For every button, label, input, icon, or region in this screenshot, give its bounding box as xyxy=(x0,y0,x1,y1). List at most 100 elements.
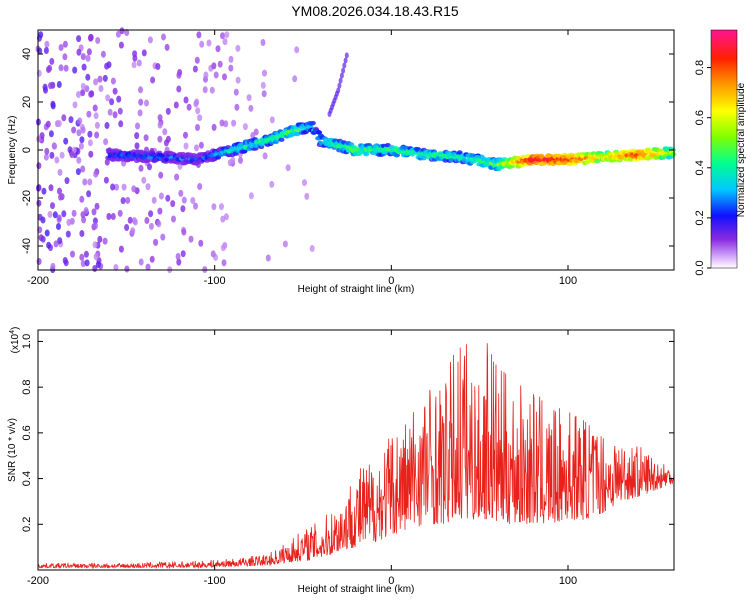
noise-blob xyxy=(131,185,137,193)
noise-blob xyxy=(174,173,180,181)
ridge-blob xyxy=(308,121,315,126)
noise-blob xyxy=(93,253,99,261)
snr-multiplier: (x104) xyxy=(9,327,21,354)
noise-blob xyxy=(217,60,223,68)
noise-blob xyxy=(92,241,98,249)
noise-blob xyxy=(222,73,227,81)
snr-series-line xyxy=(37,343,675,570)
noise-blob xyxy=(47,210,53,218)
noise-blob xyxy=(62,40,68,48)
noise-blob xyxy=(56,81,62,88)
noise-blob xyxy=(58,64,64,72)
noise-blob xyxy=(84,259,90,267)
spectrogram-y-label: Frequency (Hz) xyxy=(7,116,18,185)
noise-blob xyxy=(183,96,189,104)
noise-blob xyxy=(100,50,106,58)
noise-blob xyxy=(131,217,137,224)
noise-blob xyxy=(98,85,104,92)
noise-blob xyxy=(48,184,54,192)
noise-blob xyxy=(246,94,252,102)
noise-blob xyxy=(141,49,147,57)
noise-blob xyxy=(220,32,225,40)
noise-blob xyxy=(180,250,186,258)
noise-blob xyxy=(162,128,168,136)
secondary-blob xyxy=(344,52,349,59)
noise-blob xyxy=(80,89,86,97)
noise-blob xyxy=(149,255,155,263)
noise-blob xyxy=(95,37,101,44)
x-tick-label: -100 xyxy=(204,575,226,587)
noise-blob xyxy=(53,240,59,248)
noise-blob xyxy=(58,193,63,201)
noise-blob xyxy=(196,31,202,39)
noise-blob xyxy=(44,147,50,155)
ridge-blob xyxy=(363,152,370,157)
secondary-blob xyxy=(338,77,343,84)
x-tick-label: 100 xyxy=(559,275,577,287)
noise-blob xyxy=(238,156,243,164)
noise-blob xyxy=(215,45,221,53)
snr-panel: -200 -100 0 100 0.2 0.4 0.6 0.8 1.0 Height of s… xyxy=(7,327,675,595)
noise-blob xyxy=(83,207,89,214)
noise-blob xyxy=(248,192,254,200)
noise-blob xyxy=(138,86,143,94)
noise-blob xyxy=(83,250,89,258)
noise-blob xyxy=(62,257,68,264)
noise-blob xyxy=(233,88,239,96)
noise-blob xyxy=(183,142,189,150)
noise-blob xyxy=(260,81,266,89)
noise-blob xyxy=(79,195,85,203)
noise-blob xyxy=(158,171,164,179)
noise-blob xyxy=(76,156,82,164)
noise-blob xyxy=(118,245,124,253)
noise-blob xyxy=(150,76,156,84)
noise-blob xyxy=(234,103,240,111)
noise-blob xyxy=(135,122,140,130)
noise-blob xyxy=(223,120,229,128)
noise-blob xyxy=(57,237,63,245)
colorbar-tick-label: 0.2 xyxy=(694,210,706,225)
secondary-blob xyxy=(337,82,342,89)
colorbar-tick-label: 0.0 xyxy=(694,260,706,275)
noise-blob xyxy=(235,76,241,84)
noise-blob xyxy=(104,122,110,129)
secondary-blob xyxy=(342,62,347,69)
noise-blob xyxy=(224,31,230,39)
ridge-blob xyxy=(533,160,540,165)
colorbar-ticks: 0.0 0.2 0.4 0.6 0.8 xyxy=(694,60,711,276)
noise-blob xyxy=(282,240,288,248)
noise-blob xyxy=(302,179,307,187)
noise-blob xyxy=(107,108,113,116)
noise-blob xyxy=(95,261,101,269)
noise-blob xyxy=(54,156,60,164)
secondary-blob xyxy=(343,57,348,64)
spectrogram-x-label: Height of straight line (km) xyxy=(298,284,415,295)
y-tick-label: -20 xyxy=(21,190,33,206)
noise-blob xyxy=(112,111,118,119)
y-tick-label: 0.8 xyxy=(21,379,33,394)
noise-blob xyxy=(120,197,126,205)
spectrogram-ridge xyxy=(105,120,677,172)
noise-blob xyxy=(86,48,92,56)
noise-blob xyxy=(221,259,227,267)
noise-blob xyxy=(93,222,98,230)
noise-blob xyxy=(81,216,87,224)
noise-blob xyxy=(121,183,127,191)
noise-blob xyxy=(253,128,259,136)
noise-blob xyxy=(198,239,204,247)
noise-blob xyxy=(197,183,203,190)
noise-blob xyxy=(211,123,217,131)
noise-blob xyxy=(69,151,75,159)
noise-blob xyxy=(137,109,143,117)
noise-blob xyxy=(62,53,68,61)
noise-blob xyxy=(138,98,144,106)
noise-blob xyxy=(171,215,176,223)
snr-y-label: SNR (10 * v/v) xyxy=(7,418,18,482)
noise-blob xyxy=(210,250,216,258)
noise-blob xyxy=(176,71,182,79)
noise-blob xyxy=(131,61,137,69)
noise-blob xyxy=(260,39,266,46)
noise-blob xyxy=(110,77,116,85)
noise-blob xyxy=(127,216,133,224)
noise-blob xyxy=(265,254,271,262)
